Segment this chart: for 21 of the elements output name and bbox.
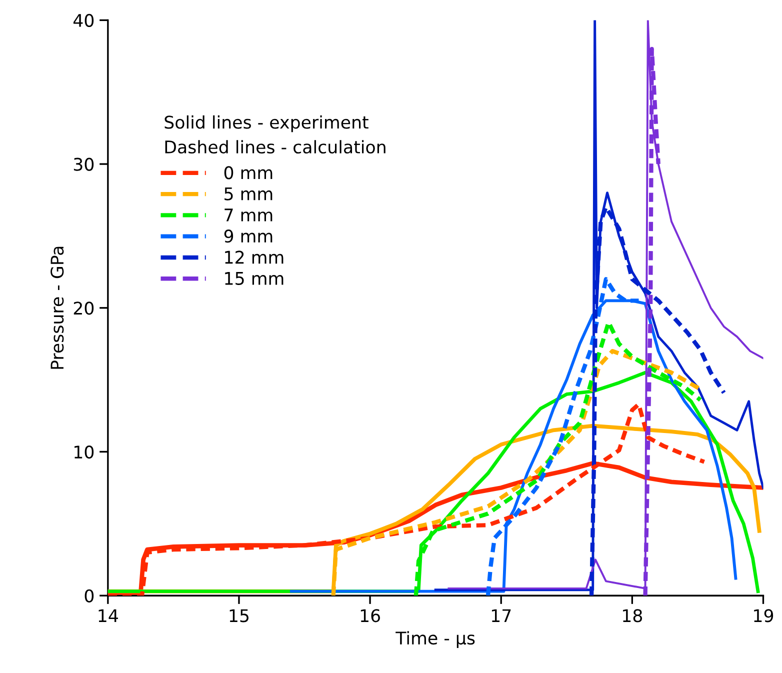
legend-label: 15 mm <box>225 272 284 285</box>
x-tick-label: 15 <box>230 609 249 622</box>
y-tick-label: 40 <box>73 14 94 28</box>
x-tick-label: 14 <box>98 609 118 622</box>
annotation: Solid lines - experiment <box>164 115 368 132</box>
y-axis-title: Pressure - GPa <box>50 246 64 369</box>
y-tick-label: 10 <box>74 445 94 459</box>
x-axis-title: Time - µs <box>396 631 475 648</box>
annotation: Dashed lines - calculation <box>165 140 386 154</box>
y-tick-label: 30 <box>74 158 94 171</box>
x-tick-label: 18 <box>623 609 642 622</box>
y-tick-label: 20 <box>74 302 94 315</box>
legend-label: 7 mm <box>224 208 272 222</box>
legend-label: 5 mm <box>224 187 272 200</box>
legend-label: 9 mm <box>224 230 272 243</box>
x-tick-label: 19 <box>754 609 774 622</box>
legend-label: 12 mm <box>225 250 284 264</box>
legend-label: 0 mm <box>224 166 272 180</box>
x-tick-label: 16 <box>360 609 380 622</box>
x-tick-label: 17 <box>492 609 511 622</box>
y-tick-label: 0 <box>84 589 94 602</box>
